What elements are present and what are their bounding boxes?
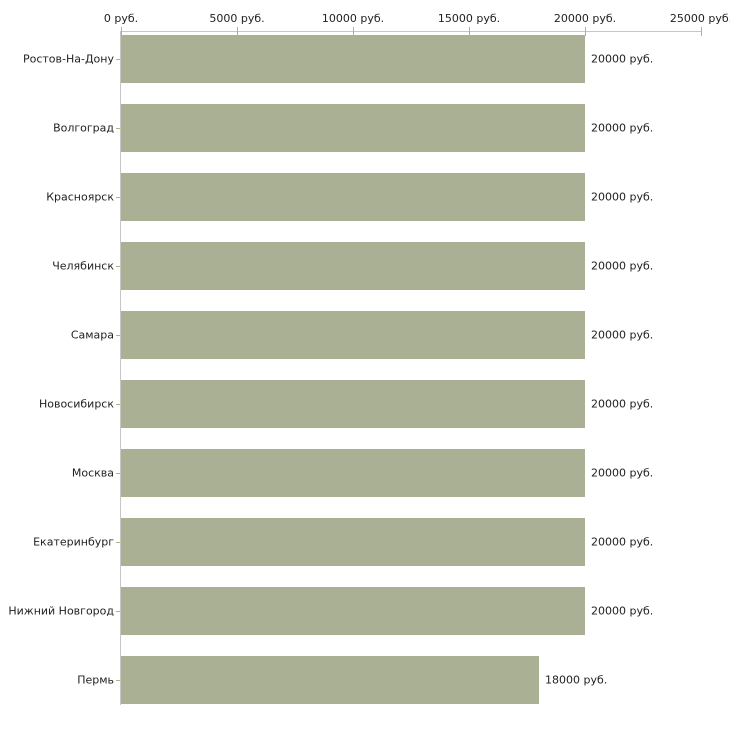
x-tick-label: 25000 руб. bbox=[669, 12, 730, 25]
category-label: Нижний Новгород bbox=[8, 604, 114, 618]
category-label: Пермь bbox=[77, 673, 114, 687]
x-tick-mark bbox=[237, 27, 238, 36]
bar bbox=[121, 380, 585, 428]
category-tick-mark bbox=[116, 128, 120, 129]
category-tick-mark bbox=[116, 680, 120, 681]
bar bbox=[121, 518, 585, 566]
category-tick-mark bbox=[116, 473, 120, 474]
value-label: 20000 руб. bbox=[591, 466, 654, 480]
bar bbox=[121, 587, 585, 635]
x-tick-mark bbox=[701, 27, 702, 36]
x-tick-mark bbox=[585, 27, 586, 36]
category-label: Красноярск bbox=[46, 190, 114, 204]
category-label: Волгоград bbox=[53, 121, 114, 135]
value-label: 20000 руб. bbox=[591, 259, 654, 273]
bar bbox=[121, 242, 585, 290]
category-label: Самара bbox=[70, 328, 114, 342]
x-axis-line bbox=[121, 31, 702, 32]
bar bbox=[121, 449, 585, 497]
value-label: 20000 руб. bbox=[591, 535, 654, 549]
value-label: 20000 руб. bbox=[591, 328, 654, 342]
category-label: Ростов-На-Дону bbox=[22, 52, 114, 66]
x-tick-label: 20000 руб. bbox=[553, 12, 617, 25]
value-label: 18000 руб. bbox=[545, 673, 608, 687]
x-tick-label: 0 руб. bbox=[103, 12, 139, 25]
x-tick-label: 10000 руб. bbox=[321, 12, 385, 25]
bar bbox=[121, 173, 585, 221]
category-tick-mark bbox=[116, 59, 120, 60]
value-label: 20000 руб. bbox=[591, 121, 654, 135]
value-label: 20000 руб. bbox=[591, 190, 654, 204]
category-tick-mark bbox=[116, 611, 120, 612]
bar bbox=[121, 104, 585, 152]
value-label: 20000 руб. bbox=[591, 397, 654, 411]
x-tick-label: 15000 руб. bbox=[437, 12, 501, 25]
y-axis-line bbox=[120, 31, 121, 705]
category-label: Челябинск bbox=[52, 259, 114, 273]
x-tick-mark bbox=[353, 27, 354, 36]
category-label: Екатеринбург bbox=[33, 535, 114, 549]
category-tick-mark bbox=[116, 266, 120, 267]
bar bbox=[121, 35, 585, 83]
category-tick-mark bbox=[116, 404, 120, 405]
x-tick-label: 5000 руб. bbox=[209, 12, 265, 25]
category-label: Новосибирск bbox=[38, 397, 114, 411]
bar bbox=[121, 311, 585, 359]
x-tick-mark bbox=[469, 27, 470, 36]
x-tick-mark bbox=[121, 27, 122, 36]
value-label: 20000 руб. bbox=[591, 52, 654, 66]
category-tick-mark bbox=[116, 197, 120, 198]
category-tick-mark bbox=[116, 542, 120, 543]
bar bbox=[121, 656, 539, 704]
category-tick-mark bbox=[116, 335, 120, 336]
value-label: 20000 руб. bbox=[591, 604, 654, 618]
category-label: Москва bbox=[71, 466, 114, 480]
